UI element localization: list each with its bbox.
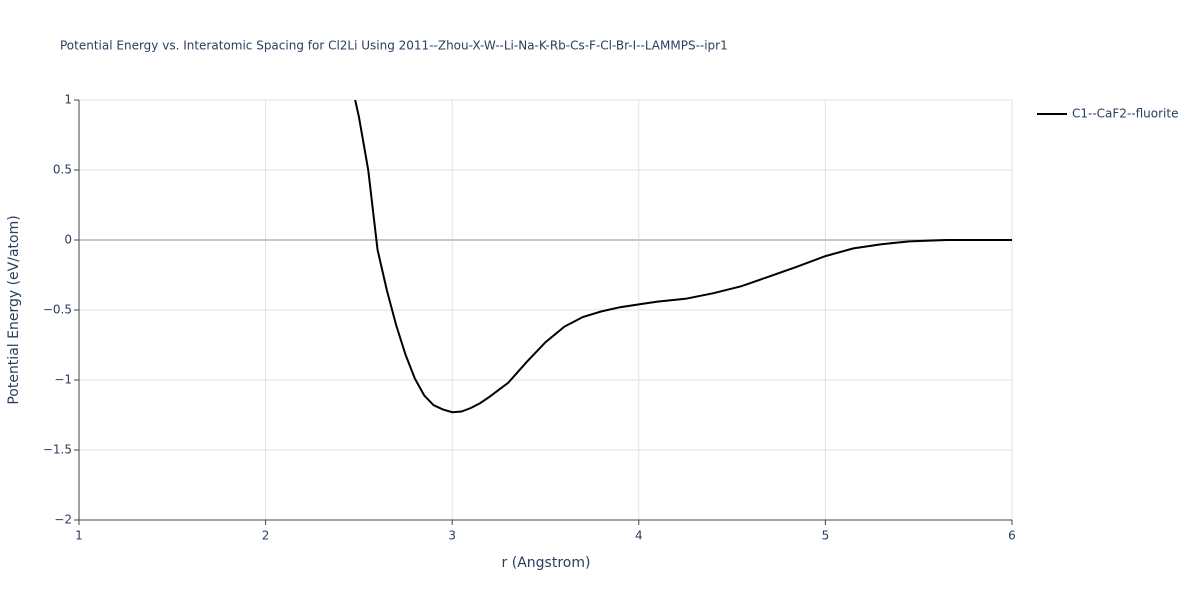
- x-tick-label: 1: [75, 529, 83, 543]
- y-tick-label: −1.5: [43, 443, 72, 457]
- x-tick-label: 2: [262, 529, 270, 543]
- series-line: [354, 100, 1012, 414]
- x-tick-label: 4: [635, 529, 643, 543]
- y-tick-label: −2: [54, 513, 72, 527]
- x-tick-label: 3: [448, 529, 456, 543]
- x-tick-label: 6: [1008, 529, 1016, 543]
- y-tick-label: 0.5: [53, 163, 72, 177]
- x-tick-label: 5: [822, 529, 830, 543]
- x-axis-title: r (Angstrom): [502, 555, 591, 571]
- y-axis-title: Potential Energy (eV/atom): [6, 215, 22, 404]
- y-tick-label: 1: [64, 93, 72, 107]
- chart-title: Potential Energy vs. Interatomic Spacing…: [60, 39, 728, 53]
- y-tick-label: −1: [54, 373, 72, 387]
- legend-label: C1--CaF2--fluorite: [1072, 107, 1178, 121]
- y-tick-label: 0: [64, 233, 72, 247]
- y-tick-label: −0.5: [43, 303, 72, 317]
